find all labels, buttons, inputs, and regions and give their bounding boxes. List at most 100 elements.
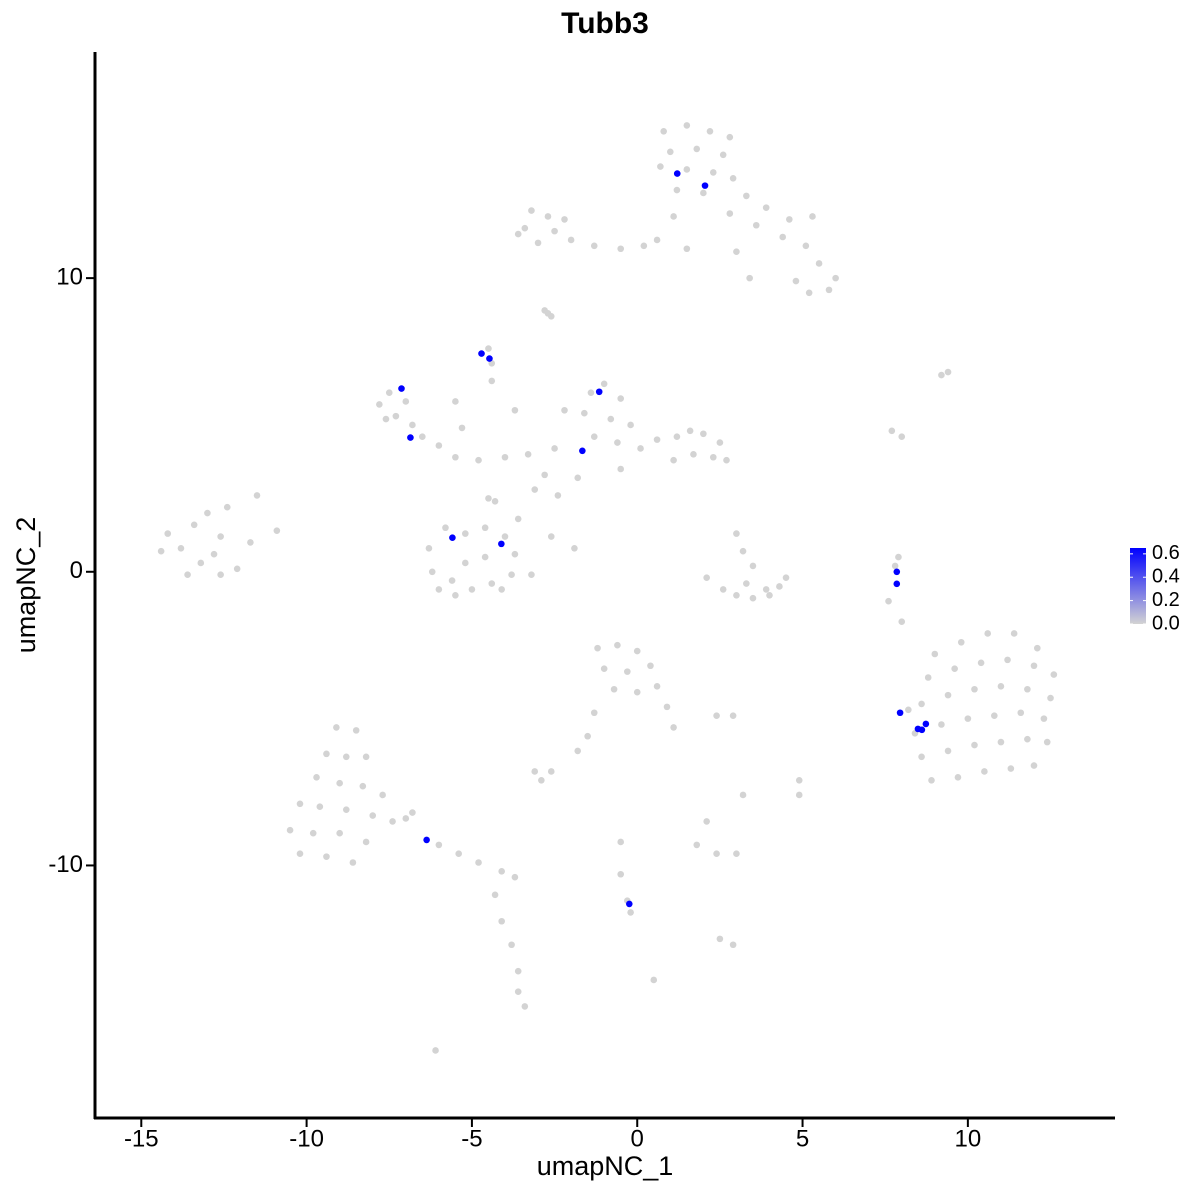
- point: [762, 586, 770, 593]
- point: [177, 544, 185, 552]
- point: [617, 465, 625, 473]
- point: [739, 791, 747, 799]
- point: [389, 818, 396, 825]
- point: [719, 586, 727, 593]
- point: [898, 433, 906, 440]
- point: [554, 492, 562, 499]
- point: [574, 747, 582, 755]
- point: [607, 415, 615, 423]
- point: [379, 791, 386, 799]
- point: [918, 700, 925, 708]
- point: [719, 151, 727, 159]
- point: [452, 398, 459, 405]
- point: [683, 245, 691, 253]
- point: [455, 850, 462, 858]
- point: [703, 574, 710, 581]
- point: [336, 829, 343, 837]
- point: [931, 650, 939, 658]
- point: [584, 732, 591, 740]
- point: [673, 433, 681, 440]
- point: [653, 236, 661, 244]
- point: [893, 568, 901, 576]
- point: [491, 891, 499, 899]
- point: [423, 836, 430, 844]
- point: [407, 434, 414, 441]
- point: [528, 571, 535, 579]
- point: [670, 213, 677, 220]
- point: [402, 815, 410, 822]
- point: [1024, 685, 1031, 693]
- point: [524, 451, 532, 458]
- point: [633, 688, 641, 696]
- point: [352, 727, 360, 734]
- point: [729, 941, 737, 949]
- point: [511, 550, 519, 558]
- point: [1047, 694, 1054, 702]
- point: [217, 533, 224, 540]
- point: [538, 776, 545, 784]
- point: [726, 133, 734, 141]
- point: [683, 122, 691, 129]
- point: [683, 166, 691, 173]
- point: [217, 571, 224, 579]
- point: [486, 355, 493, 362]
- point: [733, 248, 740, 255]
- point: [547, 533, 555, 540]
- point: [551, 445, 558, 452]
- point: [701, 182, 709, 189]
- point: [508, 571, 515, 579]
- point: [316, 803, 324, 811]
- point: [425, 544, 433, 552]
- point: [1004, 656, 1011, 664]
- point: [673, 186, 681, 194]
- point: [521, 1003, 529, 1010]
- point: [600, 665, 608, 672]
- point: [435, 442, 443, 449]
- point: [409, 809, 416, 816]
- point: [782, 574, 790, 581]
- point: [273, 527, 281, 534]
- point: [475, 859, 482, 866]
- point: [693, 145, 701, 153]
- point: [435, 586, 443, 593]
- x-tick-label: -5: [461, 1125, 482, 1152]
- point: [475, 456, 482, 464]
- point: [891, 562, 899, 570]
- point: [511, 406, 519, 414]
- point: [716, 439, 724, 446]
- point: [452, 591, 459, 599]
- point: [561, 216, 568, 223]
- chart-title: Tubb3: [561, 7, 649, 40]
- point: [190, 521, 198, 529]
- colorbar-tick-label: 0.6: [1152, 542, 1180, 564]
- point: [567, 236, 575, 244]
- x-axis-label: umapNC_1: [537, 1151, 674, 1181]
- point: [951, 665, 958, 672]
- point: [786, 216, 793, 223]
- point: [617, 870, 625, 878]
- point: [795, 776, 803, 784]
- point: [752, 221, 760, 229]
- point: [600, 380, 608, 388]
- point: [647, 662, 654, 670]
- point: [581, 409, 588, 417]
- point: [485, 345, 492, 352]
- point: [442, 524, 449, 532]
- point: [809, 213, 816, 220]
- point: [247, 539, 254, 546]
- colorbar-tick-label: 0.2: [1152, 589, 1180, 611]
- point: [1050, 671, 1058, 678]
- point: [991, 712, 998, 719]
- point: [587, 389, 595, 396]
- point: [815, 260, 823, 267]
- point: [253, 492, 261, 499]
- point: [706, 127, 714, 135]
- point: [954, 774, 962, 781]
- point: [670, 724, 677, 731]
- point: [204, 509, 211, 517]
- point: [481, 524, 489, 532]
- point: [531, 486, 539, 493]
- point: [501, 453, 509, 461]
- point: [544, 310, 552, 317]
- point: [743, 192, 750, 200]
